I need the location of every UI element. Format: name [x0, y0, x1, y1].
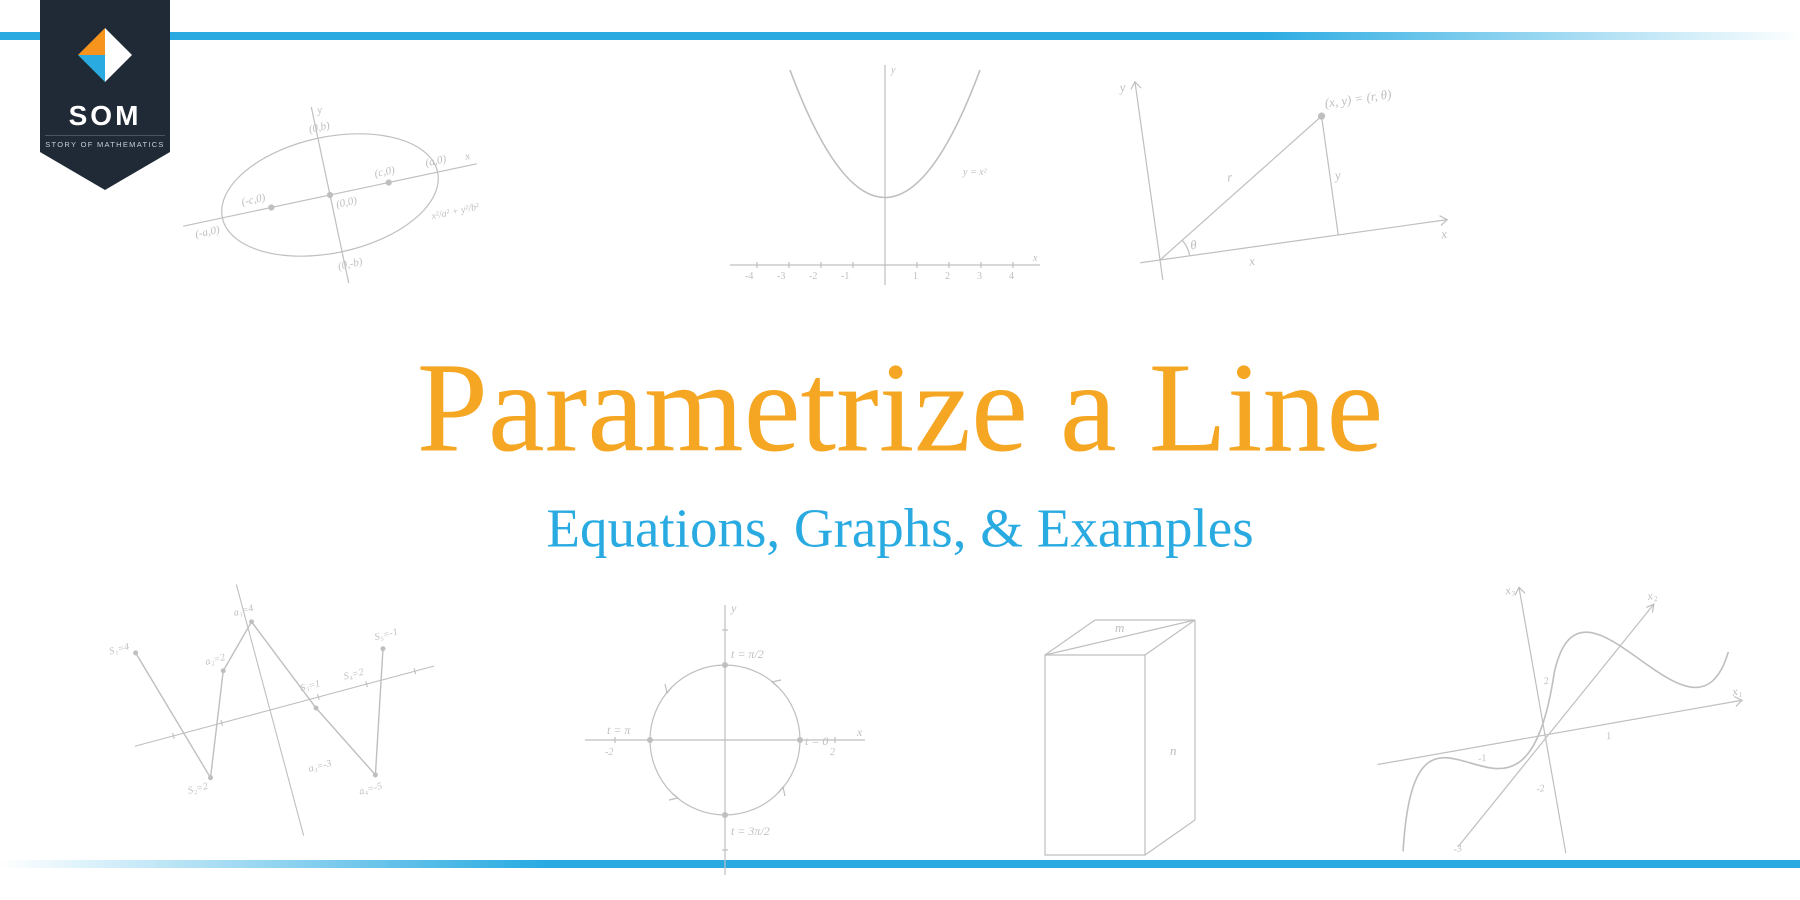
svg-text:-1: -1	[1477, 753, 1487, 765]
page-title: Parametrize a Line	[0, 340, 1800, 474]
decorative-3d-curve-diagram: x₁ x₃ x₂ 1 -1 -2 2 -3	[1335, 545, 1775, 885]
svg-text:-4: -4	[745, 271, 753, 282]
svg-text:y: y	[890, 65, 896, 76]
svg-text:θ: θ	[1189, 237, 1198, 253]
logo-text: SOM	[69, 100, 142, 132]
svg-text:x: x	[1032, 253, 1038, 264]
svg-text:t = π/2: t = π/2	[731, 647, 764, 661]
svg-text:-3: -3	[777, 271, 785, 282]
svg-text:S₃=1: S₃=1	[299, 678, 321, 694]
svg-text:2: 2	[1543, 676, 1550, 688]
svg-text:t = 0: t = 0	[805, 734, 828, 748]
svg-text:x₁: x₁	[1730, 683, 1743, 699]
svg-text:a₁=4: a₁=4	[232, 603, 254, 619]
page-subtitle: Equations, Graphs, & Examples	[0, 497, 1800, 560]
svg-text:-1: -1	[841, 271, 849, 282]
svg-text:(0,0): (0,0)	[335, 195, 358, 211]
svg-text:(c,0): (c,0)	[373, 164, 396, 180]
svg-text:2: 2	[945, 271, 950, 282]
svg-text:S₅=-1: S₅=-1	[373, 626, 399, 643]
svg-text:r: r	[1226, 169, 1234, 185]
svg-text:x²/a² + y²/b² = 1: x²/a² + y²/b² = 1	[430, 198, 480, 222]
svg-text:x: x	[463, 150, 471, 163]
svg-text:n: n	[1170, 743, 1177, 758]
logo-background: SOM STORY OF MATHEMATICS	[40, 0, 170, 190]
svg-text:y: y	[1332, 167, 1342, 183]
svg-text:-3: -3	[1453, 843, 1463, 855]
svg-text:-2: -2	[605, 747, 613, 758]
svg-text:y: y	[315, 104, 323, 117]
svg-text:x: x	[856, 725, 863, 739]
svg-text:1: 1	[1605, 731, 1612, 743]
svg-text:2: 2	[830, 747, 835, 758]
svg-text:(-c,0): (-c,0)	[240, 192, 266, 209]
logo-mark-icon	[74, 24, 136, 86]
svg-text:a₄=-5: a₄=-5	[358, 781, 384, 798]
svg-text:x: x	[1247, 253, 1256, 269]
svg-text:a₂=2: a₂=2	[204, 652, 226, 668]
svg-text:3: 3	[977, 271, 982, 282]
svg-text:-2: -2	[1535, 783, 1545, 795]
svg-text:t = π: t = π	[607, 723, 631, 737]
decorative-ellipse-diagram: (0,b) (a,0) (0,0) (c,0) (-c,0) (-a,0) (0…	[180, 80, 480, 310]
decorative-partial-sums-diagram: a₁=4 a₂=2 a₃=-3 a₄=-5 S₁=4 S₂=2 S₃=1 S₄=…	[100, 550, 480, 870]
svg-text:4: 4	[1009, 271, 1014, 282]
svg-text:S₁=4: S₁=4	[108, 642, 130, 658]
svg-text:x₃: x₃	[1503, 582, 1516, 598]
svg-text:x: x	[1439, 226, 1448, 242]
svg-text:m: m	[1115, 620, 1124, 635]
svg-text:y = x²: y = x²	[962, 167, 988, 178]
title-container: Parametrize a Line Equations, Graphs, & …	[0, 340, 1800, 559]
logo-badge: SOM STORY OF MATHEMATICS	[40, 0, 170, 190]
svg-text:(0,b): (0,b)	[308, 120, 331, 136]
decorative-prism-diagram: m n	[1010, 600, 1230, 880]
svg-text:S₄=2: S₄=2	[343, 667, 365, 683]
svg-text:y: y	[1117, 79, 1127, 95]
svg-text:(x, y) = (r, θ): (x, y) = (r, θ)	[1324, 86, 1393, 110]
svg-text:-2: -2	[809, 271, 817, 282]
svg-text:y: y	[730, 601, 737, 615]
svg-text:1: 1	[913, 271, 918, 282]
decorative-polar-diagram: (x, y) = (r, θ) r θ x y x y	[1100, 60, 1470, 320]
svg-text:x₂: x₂	[1645, 588, 1658, 604]
svg-text:(0,-b): (0,-b)	[337, 256, 364, 273]
decorative-unit-circle-diagram: t = 0 t = π/2 t = π t = 3π/2 -2 2 x y	[570, 590, 880, 890]
logo-subtext: STORY OF MATHEMATICS	[45, 135, 164, 149]
svg-text:(-a,0): (-a,0)	[194, 224, 221, 241]
decorative-parabola-diagram: -4 -3 -2 -1 1 2 3 4 x y y = x²	[720, 55, 1050, 305]
svg-text:a₃=-3: a₃=-3	[307, 758, 333, 775]
svg-text:S₂=2: S₂=2	[187, 781, 209, 797]
top-accent-bar	[0, 32, 1800, 40]
svg-text:t = 3π/2: t = 3π/2	[731, 824, 770, 838]
